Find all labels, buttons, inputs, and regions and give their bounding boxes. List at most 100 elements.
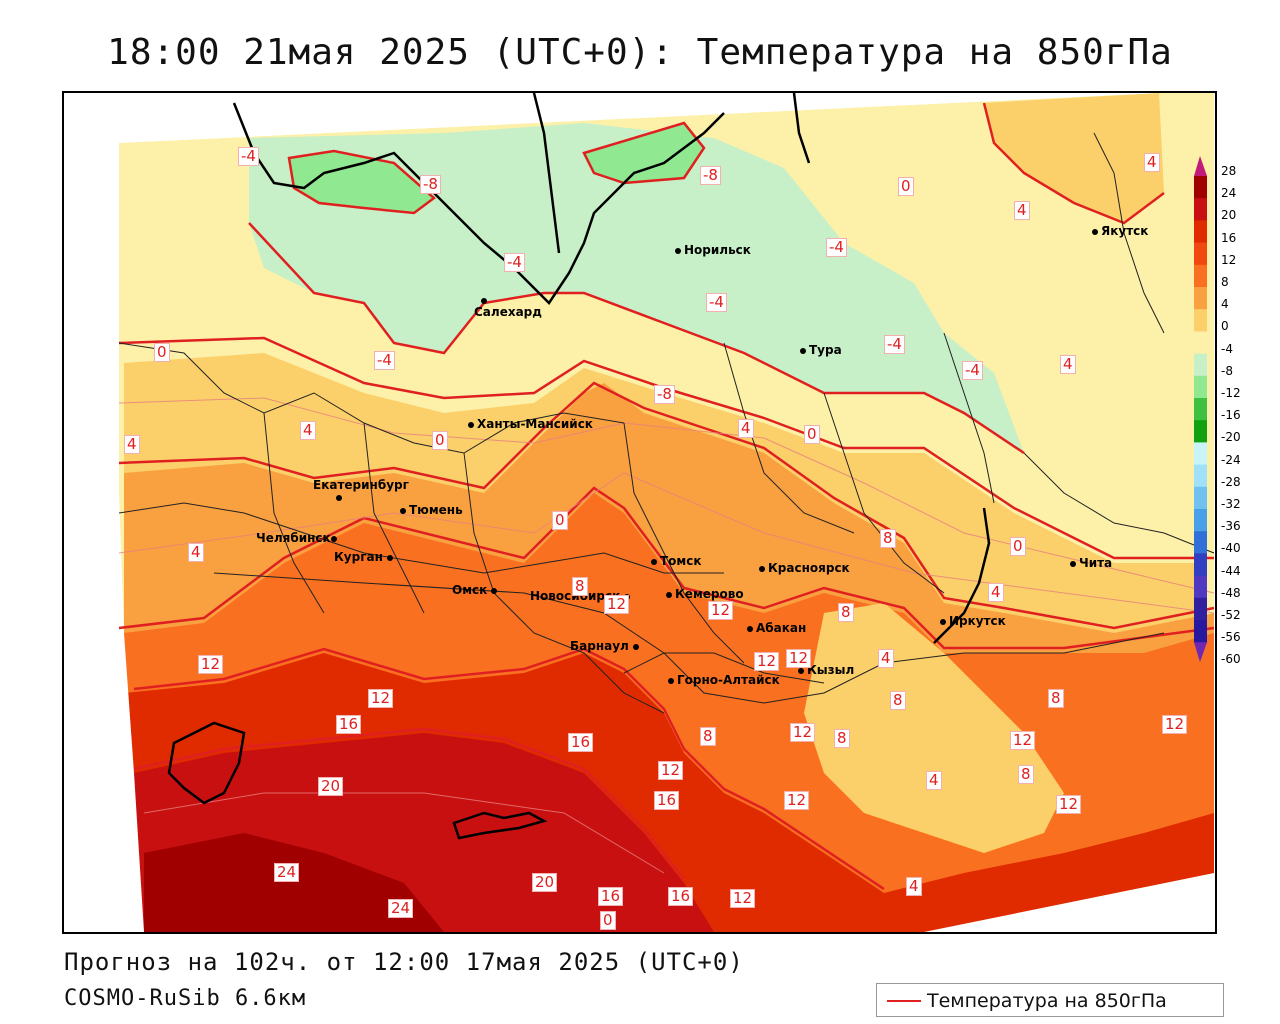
colorbar-tick-label: 20 <box>1221 208 1237 223</box>
contour-label: 12 <box>604 595 630 614</box>
contour-label: 12 <box>784 791 810 810</box>
contour-label: 12 <box>1056 795 1082 814</box>
contour-label: -4 <box>884 335 905 354</box>
contour-label: 4 <box>1060 355 1076 374</box>
contour-label: 4 <box>878 649 894 668</box>
colorbar-swatch <box>1194 264 1207 288</box>
city-khanty-mansiysk: Ханты-Мансийск <box>468 417 593 431</box>
colorbar-tick-label: -56 <box>1221 630 1241 645</box>
contour-label: 8 <box>890 691 906 710</box>
city-chelyabinsk: Челябинск <box>256 531 340 545</box>
band-plus24 <box>144 833 444 932</box>
contour-label: 12 <box>730 889 756 908</box>
contour-label: 12 <box>786 649 812 668</box>
contour-label: 0 <box>1010 537 1026 556</box>
contour-label: 8 <box>1048 689 1064 708</box>
city-chita: Чита <box>1070 556 1112 570</box>
colorbar-swatch <box>1194 620 1207 643</box>
coastlines <box>167 93 991 840</box>
colorbar-swatch <box>1194 464 1207 488</box>
colorbar-tick-label: -16 <box>1221 408 1241 423</box>
colorbar-tick-label: -40 <box>1221 541 1241 556</box>
city-gorno-altaysk: Горно-Алтайск <box>668 673 780 687</box>
colorbar-swatch <box>1194 287 1207 310</box>
temperature-map[interactable]: Якутск Норильск Салехард Тура Ханты-Манс… <box>62 91 1217 934</box>
band-yakutsk-warm <box>984 93 1164 223</box>
domain-edge-left <box>64 93 144 932</box>
colorbar-tick-label: 4 <box>1221 297 1229 312</box>
colorbar-tick-label: -36 <box>1221 519 1241 534</box>
city-salekhard-label: Салехард <box>474 305 542 319</box>
colorbar-tick-label: 16 <box>1221 230 1237 245</box>
colorbar-swatch <box>1194 442 1207 466</box>
colorbar-tick-label: -20 <box>1221 430 1241 445</box>
contour-label: 24 <box>388 899 414 918</box>
city-tomsk: Томск <box>651 554 702 568</box>
contour-label: 16 <box>598 887 624 906</box>
colorbar-arrow-top <box>1194 156 1207 176</box>
contour-label: 0 <box>432 431 448 450</box>
contour-label: 0 <box>804 425 820 444</box>
city-salekhard <box>481 293 490 307</box>
colorbar-swatch <box>1194 353 1207 377</box>
colorbar-swatch <box>1194 486 1207 510</box>
contour-label: 4 <box>1014 201 1030 220</box>
admin-borders <box>118 132 1215 714</box>
colorbar-swatch <box>1194 420 1207 443</box>
contour-label: 8 <box>834 729 850 748</box>
contour-label: -4 <box>504 253 525 272</box>
contour-label: 20 <box>318 777 344 796</box>
contour-label: 8 <box>700 727 716 746</box>
colorbar-swatch <box>1194 242 1207 266</box>
contour-label: 4 <box>738 419 754 438</box>
contour-label: 16 <box>336 715 362 734</box>
contour-label: -4 <box>826 238 847 257</box>
city-krasnoyarsk: Красноярск <box>759 561 850 575</box>
colorbar-tick-label: -48 <box>1221 585 1241 600</box>
contour-label: 16 <box>668 887 694 906</box>
contour-label: 12 <box>658 761 684 780</box>
city-kyzyl: Кызыл <box>798 663 854 677</box>
city-abakan: Абакан <box>747 621 806 635</box>
colorbar-tick-label: 8 <box>1221 275 1229 289</box>
contour-label: 8 <box>880 529 896 548</box>
colorbar-tick-label: 28 <box>1221 164 1237 178</box>
colorbar-tick-label: -60 <box>1221 652 1241 667</box>
contour-label: -8 <box>700 166 721 185</box>
forecast-info: Прогноз на 102ч. от 12:00 17мая 2025 (UT… <box>64 948 744 976</box>
contour-label: 12 <box>1010 731 1036 750</box>
colorbar-tick-label: -4 <box>1221 341 1233 356</box>
contour-label: 12 <box>1162 715 1188 734</box>
city-yekaterinburg-label: Екатеринбург <box>313 478 409 492</box>
colorbar-tick-label: -8 <box>1221 363 1233 378</box>
city-kemerovo: Кемерово <box>666 587 744 601</box>
city-omsk: Омск <box>452 583 500 597</box>
city-kurgan: Курган <box>334 550 396 564</box>
contour-label: 4 <box>906 877 922 896</box>
contour-label: 20 <box>532 873 558 892</box>
contour-label: 12 <box>708 601 734 620</box>
city-irkutsk: Иркутск <box>940 614 1006 628</box>
contour-label: -4 <box>374 351 395 370</box>
colorbar-tick-label: -44 <box>1221 563 1241 578</box>
colorbar-tick-label: -32 <box>1221 497 1241 511</box>
colorbar-tick-label: -28 <box>1221 474 1241 489</box>
colorbar-tick-label: 12 <box>1221 252 1237 267</box>
contour-label: 12 <box>790 723 816 742</box>
colorbar-swatch <box>1194 198 1207 221</box>
colorbar-swatch <box>1194 375 1207 399</box>
map-canvas <box>64 93 1215 932</box>
contour-label: 8 <box>838 603 854 622</box>
contour-label: 0 <box>154 343 170 362</box>
domain-edge-bottom-right <box>924 873 1214 932</box>
colorbar-swatch <box>1194 398 1207 421</box>
city-tura: Тура <box>800 343 842 357</box>
contour-label: -4 <box>238 147 259 166</box>
legend-line <box>887 1000 921 1002</box>
contour-label: 4 <box>300 421 316 440</box>
contour-label: -4 <box>706 293 727 312</box>
colorbar-swatch <box>1194 309 1207 332</box>
city-yekaterinburg <box>336 490 345 504</box>
contour-label: 4 <box>188 543 204 562</box>
contour-label: 16 <box>568 733 594 752</box>
